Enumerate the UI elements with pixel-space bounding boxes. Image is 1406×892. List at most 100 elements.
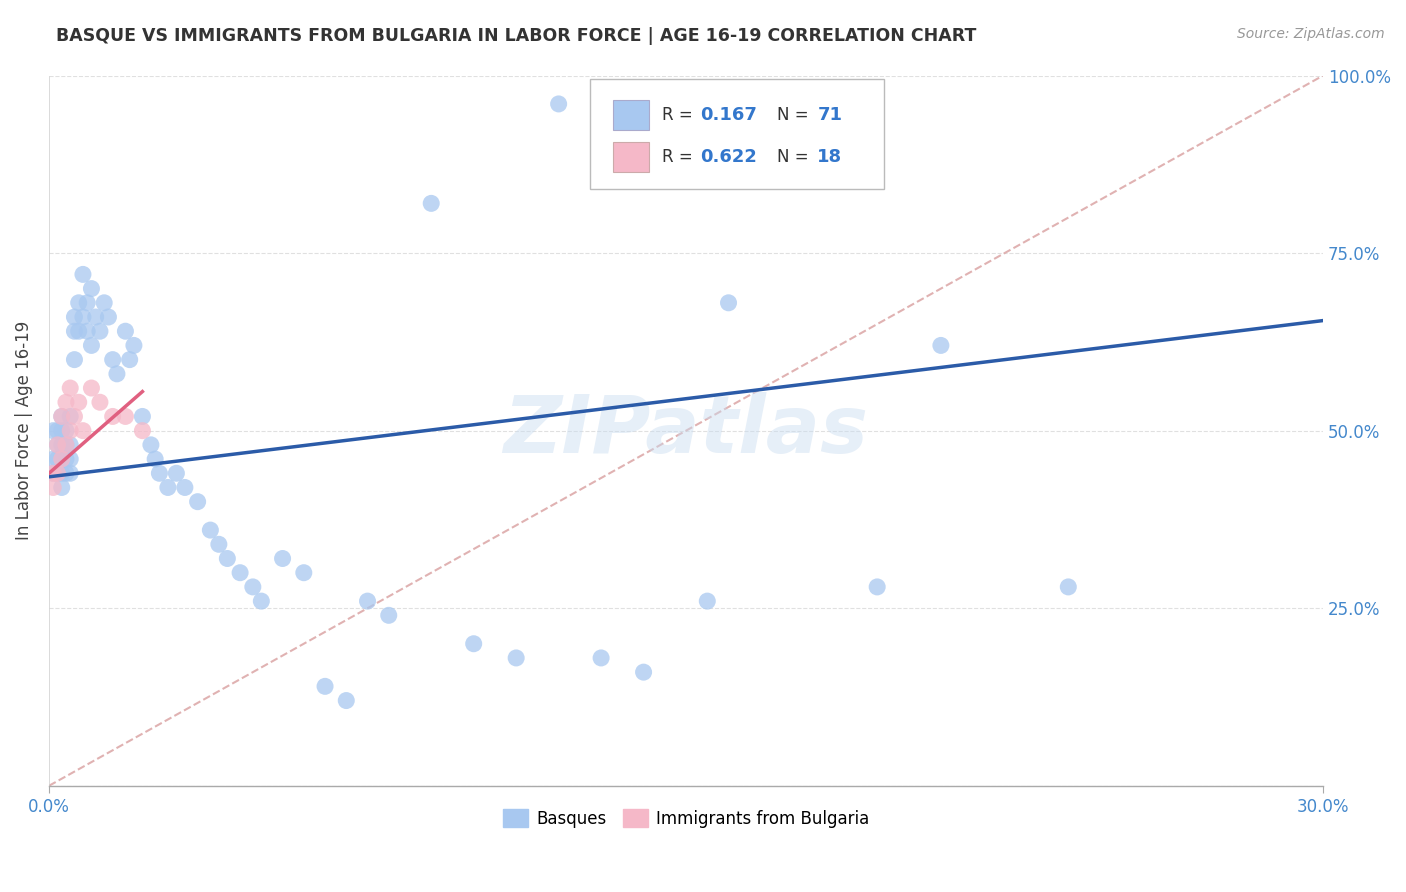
- Point: [696, 594, 718, 608]
- Point: [173, 480, 195, 494]
- Point: [208, 537, 231, 551]
- Legend: Basques, Immigrants from Bulgaria: Basques, Immigrants from Bulgaria: [496, 803, 876, 834]
- Point: [463, 637, 485, 651]
- Text: 0.167: 0.167: [700, 105, 756, 124]
- Point: [314, 679, 336, 693]
- Point: [229, 566, 252, 580]
- Point: [51, 424, 73, 438]
- Text: ZIPatlas: ZIPatlas: [503, 392, 869, 470]
- FancyBboxPatch shape: [613, 143, 650, 172]
- Point: [59, 438, 82, 452]
- Point: [51, 467, 73, 481]
- Point: [76, 295, 98, 310]
- Point: [114, 324, 136, 338]
- Point: [148, 467, 170, 481]
- Point: [67, 324, 90, 338]
- Point: [242, 580, 264, 594]
- Text: 0.622: 0.622: [700, 148, 756, 166]
- Point: [292, 566, 315, 580]
- Point: [1057, 580, 1080, 594]
- Point: [72, 424, 94, 438]
- Point: [67, 295, 90, 310]
- Point: [80, 338, 103, 352]
- Point: [139, 438, 162, 452]
- Point: [55, 452, 77, 467]
- Point: [59, 381, 82, 395]
- Point: [165, 467, 187, 481]
- Point: [42, 467, 65, 481]
- Point: [51, 409, 73, 424]
- Point: [97, 310, 120, 324]
- Point: [377, 608, 399, 623]
- Point: [114, 409, 136, 424]
- Point: [72, 268, 94, 282]
- Point: [51, 438, 73, 452]
- Point: [187, 494, 209, 508]
- Point: [42, 467, 65, 481]
- Point: [46, 452, 69, 467]
- Point: [633, 665, 655, 680]
- Point: [46, 467, 69, 481]
- Text: R =: R =: [662, 148, 697, 166]
- Point: [547, 97, 569, 112]
- Point: [335, 693, 357, 707]
- Point: [118, 352, 141, 367]
- Point: [89, 395, 111, 409]
- Text: Source: ZipAtlas.com: Source: ZipAtlas.com: [1237, 27, 1385, 41]
- Point: [46, 424, 69, 438]
- FancyBboxPatch shape: [591, 79, 883, 189]
- Point: [717, 295, 740, 310]
- Point: [84, 310, 107, 324]
- Point: [67, 395, 90, 409]
- Text: N =: N =: [776, 105, 814, 124]
- Point: [51, 480, 73, 494]
- Point: [46, 438, 69, 452]
- Point: [42, 452, 65, 467]
- Point: [63, 409, 86, 424]
- Point: [55, 424, 77, 438]
- Point: [63, 352, 86, 367]
- Point: [271, 551, 294, 566]
- Text: 71: 71: [817, 105, 842, 124]
- Text: N =: N =: [776, 148, 814, 166]
- Point: [55, 395, 77, 409]
- Point: [143, 452, 166, 467]
- Point: [89, 324, 111, 338]
- Point: [131, 409, 153, 424]
- Point: [72, 310, 94, 324]
- Point: [131, 424, 153, 438]
- Point: [80, 282, 103, 296]
- Point: [420, 196, 443, 211]
- Point: [250, 594, 273, 608]
- Point: [42, 424, 65, 438]
- Point: [105, 367, 128, 381]
- Point: [59, 467, 82, 481]
- Point: [200, 523, 222, 537]
- Point: [55, 438, 77, 452]
- Point: [63, 324, 86, 338]
- Point: [51, 452, 73, 467]
- Point: [59, 452, 82, 467]
- Point: [59, 424, 82, 438]
- Text: BASQUE VS IMMIGRANTS FROM BULGARIA IN LABOR FORCE | AGE 16-19 CORRELATION CHART: BASQUE VS IMMIGRANTS FROM BULGARIA IN LA…: [56, 27, 977, 45]
- Point: [76, 324, 98, 338]
- Point: [46, 438, 69, 452]
- Point: [156, 480, 179, 494]
- Point: [866, 580, 889, 594]
- Point: [217, 551, 239, 566]
- Point: [505, 651, 527, 665]
- Point: [46, 467, 69, 481]
- Text: R =: R =: [662, 105, 697, 124]
- Point: [63, 310, 86, 324]
- Point: [356, 594, 378, 608]
- Point: [80, 381, 103, 395]
- Y-axis label: In Labor Force | Age 16-19: In Labor Force | Age 16-19: [15, 321, 32, 541]
- FancyBboxPatch shape: [613, 100, 650, 129]
- Text: 18: 18: [817, 148, 842, 166]
- Point: [51, 409, 73, 424]
- Point: [101, 409, 124, 424]
- Point: [93, 295, 115, 310]
- Point: [101, 352, 124, 367]
- Point: [55, 438, 77, 452]
- Point: [59, 409, 82, 424]
